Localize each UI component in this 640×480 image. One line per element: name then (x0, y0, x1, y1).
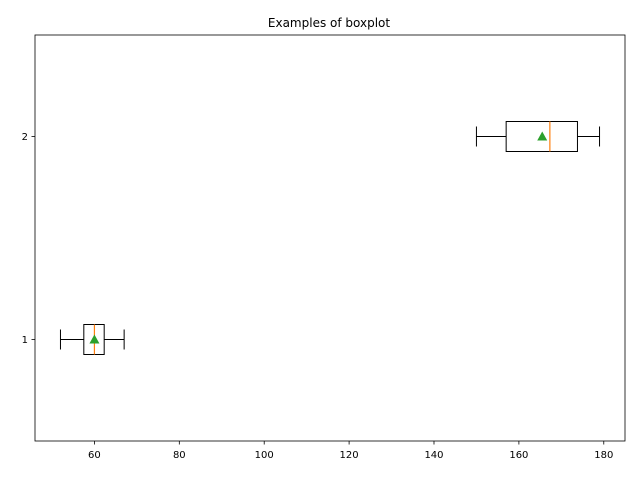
axes-frame (34, 34, 626, 442)
y-tick-label: 2 (22, 132, 28, 143)
x-tick-label: 160 (509, 450, 528, 461)
box-2 (505, 121, 578, 152)
x-tick-label: 120 (340, 450, 359, 461)
mean-marker-1 (89, 334, 100, 344)
plot-area (59, 121, 601, 355)
chart-title: Examples of boxplot (268, 16, 390, 30)
x-tick-label: 100 (255, 450, 274, 461)
x-tick-label: 180 (594, 450, 613, 461)
x-tick-label: 140 (424, 450, 443, 461)
x-tick-label: 60 (88, 450, 101, 461)
x-tick-label: 80 (173, 450, 186, 461)
y-tick-label: 1 (22, 335, 28, 346)
mean-marker-2 (537, 131, 548, 141)
